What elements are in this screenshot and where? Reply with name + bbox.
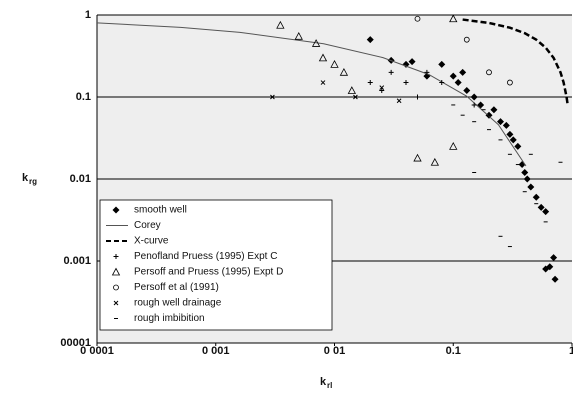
point [403, 80, 409, 86]
point [470, 93, 478, 101]
point [388, 69, 394, 75]
x-tick-label: 0 001 [202, 345, 230, 357]
legend-label: rough imbibition [134, 313, 205, 324]
legend-box [99, 199, 333, 331]
y-tick-label: 0.1 [76, 91, 91, 103]
legend-swatch [111, 267, 121, 276]
point [413, 153, 422, 162]
point [542, 265, 550, 273]
point [532, 193, 540, 201]
legend-label: X-curve [134, 236, 169, 247]
y-tick-label: 0.01 [70, 173, 91, 185]
legend-label: rough well drainage [134, 298, 222, 309]
point [438, 60, 446, 68]
x-tick-label: 1 [569, 345, 573, 357]
point [551, 275, 559, 283]
point [490, 106, 498, 114]
point [449, 72, 457, 80]
point [294, 31, 303, 40]
point [367, 80, 373, 86]
legend-label: Penofland Pruess (1995) Expt C [134, 251, 277, 262]
point [366, 36, 374, 44]
x-tick-label: 0 01 [324, 345, 345, 357]
legend-swatch [113, 254, 119, 259]
point [424, 69, 430, 75]
y-tick-label: 00001 [60, 337, 91, 349]
x-tick-label: 0.1 [446, 345, 461, 357]
point [497, 118, 505, 126]
point [396, 98, 402, 104]
y-axis-label-sub: rg [29, 177, 37, 186]
point [449, 14, 458, 23]
x-axis-label-sub: rl [327, 381, 332, 390]
point [402, 60, 410, 68]
point [415, 94, 421, 100]
point [521, 169, 529, 177]
legend-swatch [112, 206, 120, 214]
point [502, 121, 510, 129]
point [527, 183, 535, 191]
legend-label: Persoff et al (1991) [134, 282, 219, 293]
x-axis-label: k [320, 376, 327, 388]
point [330, 60, 339, 68]
point [339, 67, 349, 76]
point [379, 85, 385, 91]
point [550, 254, 558, 262]
point [463, 36, 470, 43]
point [507, 79, 513, 86]
point [318, 53, 328, 62]
point [542, 208, 550, 216]
y-axis-label: k [22, 172, 29, 184]
legend-swatch [113, 300, 119, 306]
legend-label: Corey [134, 220, 161, 231]
point [471, 102, 477, 108]
series-line [462, 18, 569, 106]
legend-label: smooth well [134, 205, 187, 216]
x-tick-label: 0 0001 [80, 345, 114, 357]
point [509, 136, 517, 144]
y-tick-label: 0.001 [63, 255, 91, 267]
point [347, 86, 357, 94]
point [486, 112, 492, 118]
point [506, 130, 514, 138]
point [379, 88, 385, 94]
point [523, 175, 531, 183]
point [311, 39, 321, 47]
point [320, 80, 326, 85]
legend-swatch [113, 284, 119, 291]
point [514, 142, 522, 150]
point [430, 157, 440, 166]
point [439, 80, 445, 86]
point [276, 20, 285, 29]
point [454, 79, 462, 87]
point [270, 94, 275, 100]
point [353, 94, 358, 100]
point [414, 15, 421, 22]
point [449, 142, 458, 150]
point [486, 69, 492, 76]
y-tick-label: 1 [85, 9, 91, 21]
legend-label: Persoff and Pruess (1995) Expt D [134, 267, 283, 278]
point [408, 58, 416, 66]
point [537, 203, 545, 211]
point [463, 87, 471, 95]
point [459, 68, 467, 76]
